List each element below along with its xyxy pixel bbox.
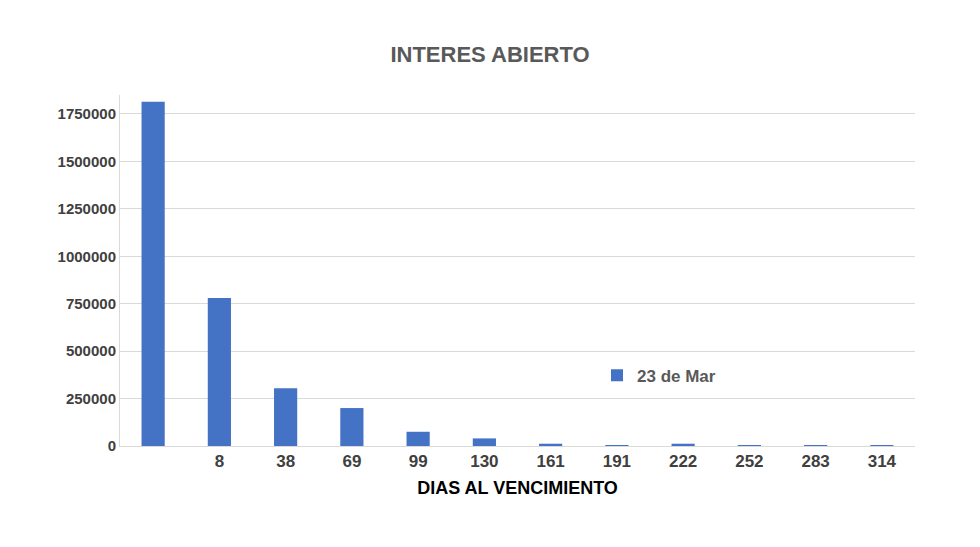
svg-text:99: 99 bbox=[409, 452, 428, 471]
svg-text:500000: 500000 bbox=[66, 342, 116, 359]
svg-text:DIAS AL VENCIMIENTO: DIAS AL VENCIMIENTO bbox=[417, 478, 618, 498]
svg-text:250000: 250000 bbox=[66, 390, 116, 407]
svg-text:314: 314 bbox=[868, 452, 897, 471]
svg-text:69: 69 bbox=[342, 452, 361, 471]
svg-text:8: 8 bbox=[215, 452, 224, 471]
svg-text:38: 38 bbox=[276, 452, 295, 471]
svg-text:0: 0 bbox=[108, 437, 116, 454]
svg-text:23 de Mar: 23 de Mar bbox=[637, 367, 716, 386]
svg-text:750000: 750000 bbox=[66, 295, 116, 312]
svg-text:130: 130 bbox=[470, 452, 498, 471]
svg-text:161: 161 bbox=[536, 452, 564, 471]
svg-text:283: 283 bbox=[801, 452, 829, 471]
svg-text:1500000: 1500000 bbox=[58, 153, 116, 170]
svg-text:INTERES ABIERTO: INTERES ABIERTO bbox=[390, 42, 589, 67]
svg-text:222: 222 bbox=[669, 452, 697, 471]
svg-text:1250000: 1250000 bbox=[58, 200, 116, 217]
svg-text:1000000: 1000000 bbox=[58, 248, 116, 265]
svg-text:252: 252 bbox=[735, 452, 763, 471]
svg-text:1750000: 1750000 bbox=[58, 105, 116, 122]
svg-text:191: 191 bbox=[603, 452, 631, 471]
